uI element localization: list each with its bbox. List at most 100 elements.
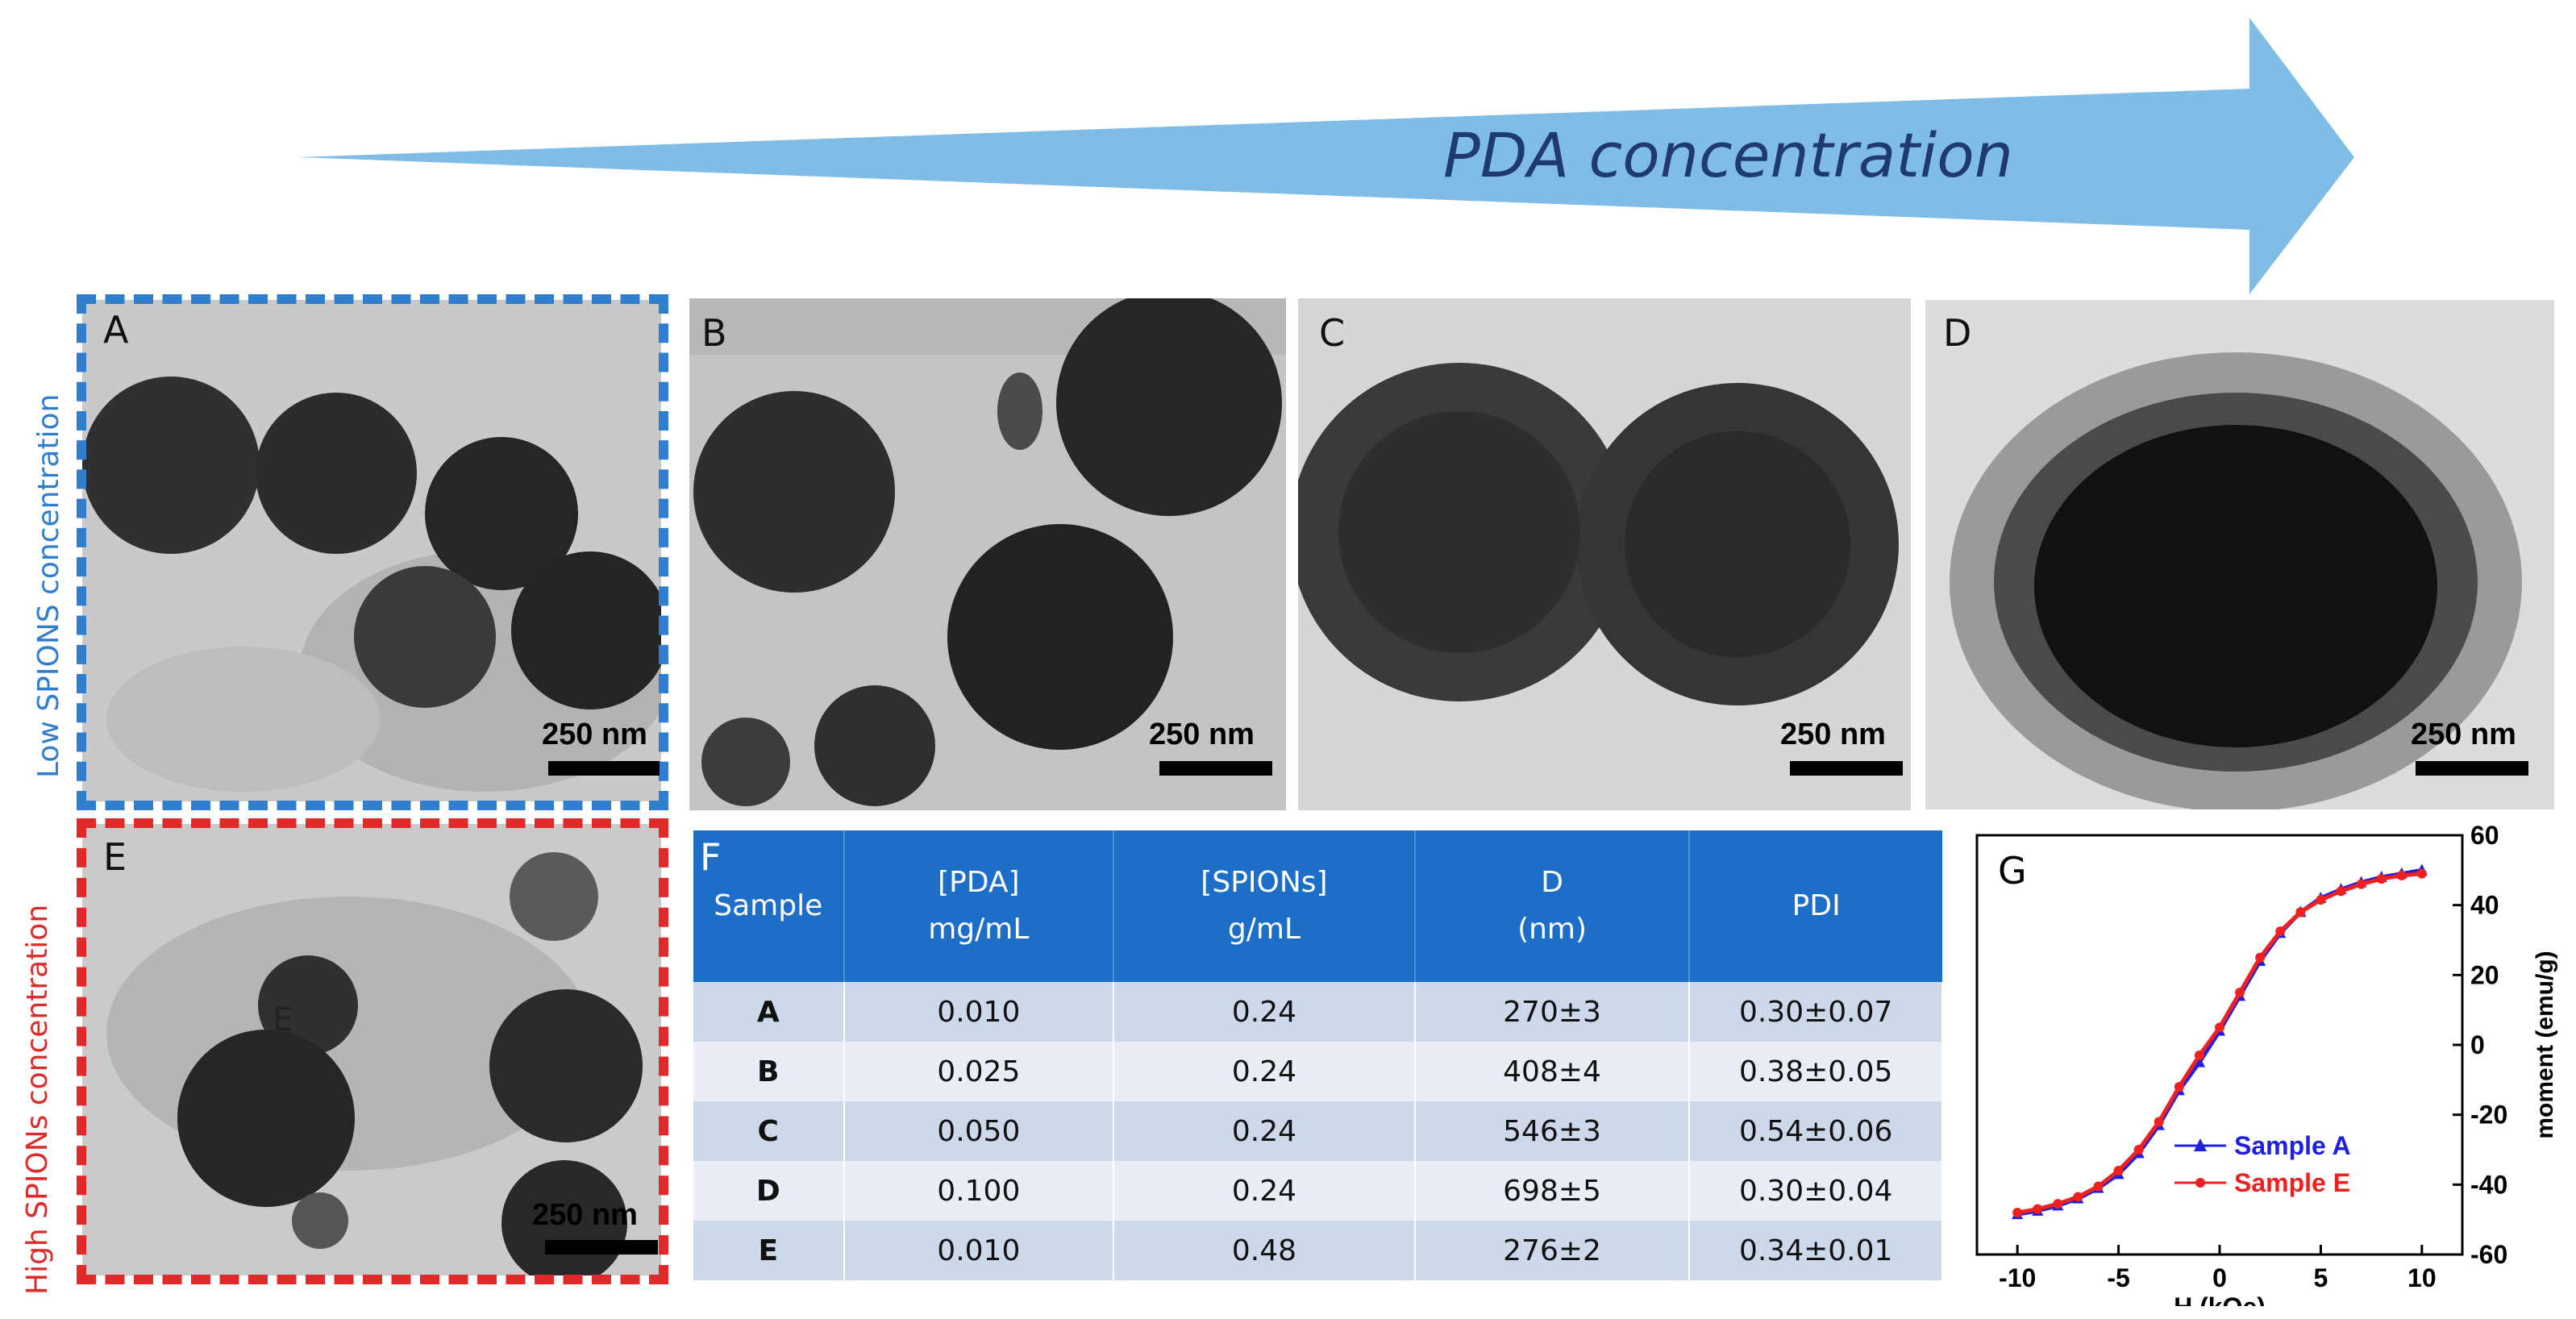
cell-pdi: 0.38±0.05 [1689,1042,1943,1101]
cell-pda: 0.025 [843,1042,1115,1101]
cell-spions: 0.24 [1113,1042,1416,1101]
cell-diameter: 546±3 [1414,1101,1691,1161]
scale-bar-b [1159,761,1272,776]
legend-label: Sample E [2234,1168,2350,1197]
magnetization-chart: -10 -5 0 5 10 -60 -40 -20 0 20 40 60 H (kOe) moment (… [1975,822,2558,1306]
arrow-shape [298,18,2354,294]
tem-panel-c [1298,298,1911,810]
low-concentration-frame [77,294,668,810]
pda-concentration-arrow [298,18,2354,294]
cell-sample: C [693,1101,845,1161]
cell-diameter: 276±2 [1414,1221,1691,1280]
y-tick-label: 20 [2470,960,2499,989]
scale-label-d: 250 nm [2411,718,2516,751]
y-tick-label: -20 [2470,1101,2507,1130]
x-tick-label: 10 [2407,1263,2437,1292]
scale-bar-c [1790,761,1903,776]
data-point [2113,1166,2124,1175]
data-point [2033,1204,2043,1214]
x-tick-label: -10 [1999,1263,2036,1292]
high-spions-label: High SPIONs concentration [21,904,54,1295]
legend-marker [2194,1138,2207,1151]
scale-label-a: 250 nm [542,718,647,751]
y-tick-label: 0 [2470,1030,2485,1059]
tem-image-b [689,298,1286,810]
panel-e-inner-label: E [273,1001,293,1038]
y-tick-label: 40 [2470,891,2499,920]
y-tick-label: 60 [2470,822,2499,850]
cell-pdi: 0.30±0.07 [1689,982,1943,1042]
cell-spions: 0.24 [1113,982,1416,1042]
table-row: A 0.010 0.24 270±3 0.30±0.07 [693,982,1943,1042]
header-pda: [PDA] mg/mL [843,830,1115,982]
header-sample: Sample [693,830,845,982]
data-point [2235,988,2245,997]
scale-label-c: 250 nm [1780,718,1886,751]
scale-bar-e [545,1240,658,1255]
data-point [2316,895,2326,905]
cell-sample: A [693,982,845,1042]
cell-diameter: 270±3 [1414,982,1691,1042]
data-point [2376,874,2387,884]
cell-pda: 0.010 [843,982,1115,1042]
cell-spions: 0.24 [1113,1101,1416,1161]
data-point [2416,868,2427,879]
tem-panel-b [689,298,1286,810]
sample-table-panel: Sample [PDA] mg/mL [SPIONs] g/mL D (nm) PDI… [693,830,1943,1280]
cell-pdi: 0.34±0.01 [1689,1221,1943,1280]
scale-label-e: 250 nm [532,1198,638,1232]
cell-pdi: 0.30±0.04 [1689,1161,1943,1221]
x-tick-label: 5 [2314,1263,2328,1292]
scale-bar-d [2416,761,2528,776]
tem-image-c [1298,298,1911,810]
table-row: C 0.050 0.24 546±3 0.54±0.06 [693,1101,1943,1161]
panel-letter-b: B [701,311,727,355]
header-spions: [SPIONs] g/mL [1113,830,1416,982]
y-tick-label: -40 [2470,1170,2507,1199]
y-tick-label: -60 [2470,1240,2507,1269]
panel-letter-g: G [1998,849,2027,893]
data-point [2215,1022,2224,1033]
cell-pdi: 0.54±0.06 [1689,1101,1943,1161]
data-point [2396,870,2407,880]
tem-image-e [82,824,661,1275]
panel-letter-c: C [1319,311,1346,355]
table-row: E 0.010 0.48 276±2 0.34±0.01 [693,1221,1943,1280]
plot-frame [1975,834,2464,1256]
data-point [2275,926,2286,937]
data-point [2093,1181,2104,1192]
tem-panel-a [82,300,661,801]
scale-bar-a [548,761,660,776]
header-pdi: PDI [1689,830,1942,982]
data-point [2073,1192,2083,1202]
cell-diameter: 698±5 [1414,1161,1691,1221]
cell-pda: 0.010 [843,1221,1115,1280]
cell-pda: 0.100 [843,1161,1115,1221]
y-axis-label: moment (emu/g) [2532,951,2558,1138]
high-concentration-frame [77,818,668,1284]
data-point [2133,1145,2144,1155]
cell-spions: 0.48 [1113,1221,1416,1280]
data-point [2012,1208,2023,1217]
tem-image-a [82,300,661,801]
data-point [2356,879,2366,889]
arrow-label: PDA concentration [1443,119,2013,191]
panel-letter-e: E [103,835,127,879]
data-point [2193,1055,2205,1067]
cell-diameter: 408±4 [1414,1042,1691,1101]
table-header-row: Sample [PDA] mg/mL [SPIONs] g/mL D (nm) PDI [693,830,1942,982]
cell-pda: 0.050 [843,1101,1115,1161]
panel-letter-d: D [1943,311,1972,355]
cell-sample: E [693,1221,845,1280]
data-point [2154,1117,2164,1127]
x-tick-label: 0 [2212,1263,2227,1292]
x-axis-label: H (kOe) [2174,1292,2266,1306]
scale-label-b: 250 nm [1149,718,1255,751]
header-diameter: D (nm) [1414,830,1691,982]
table-row: B 0.025 0.24 408±4 0.38±0.05 [693,1042,1943,1101]
legend-label: Sample A [2234,1131,2351,1160]
x-tick-label: -5 [2107,1263,2129,1292]
cell-sample: D [693,1161,845,1221]
sample-table: Sample [PDA] mg/mL [SPIONs] g/mL D (nm) PDI… [693,830,1943,1280]
data-point [2174,1082,2184,1092]
